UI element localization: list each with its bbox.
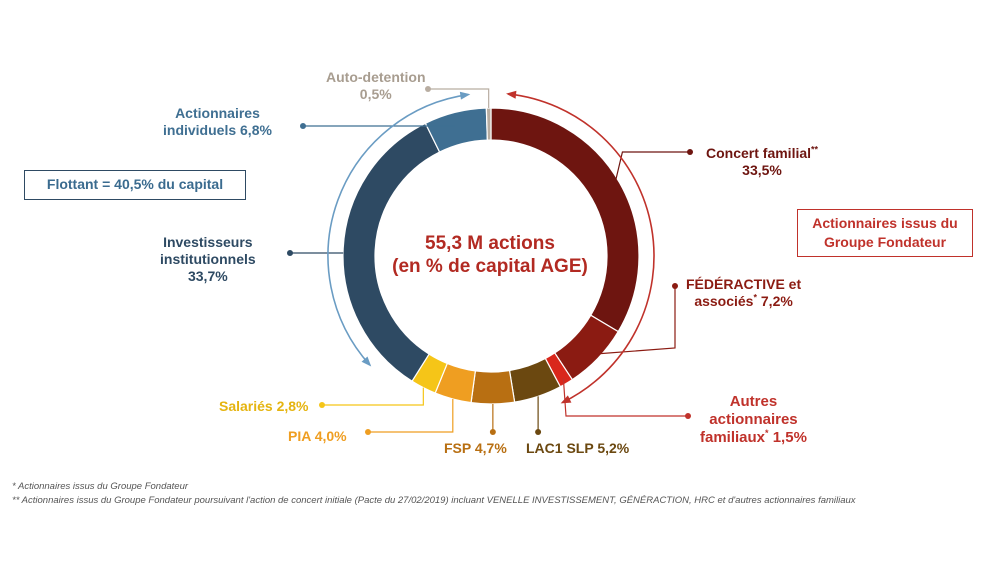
label-investisseurs-institutionnels: Investisseurs institutionnels 33,7% (160, 234, 256, 284)
pia-leader-line (368, 398, 454, 433)
flottant-arrow-head (361, 356, 372, 367)
groupe-fondateur-line1: Actionnaires issus du (812, 215, 958, 231)
individuels-leader-dot (300, 123, 306, 129)
slice-concert-familial (490, 107, 640, 333)
chart-subtitle: (en % de capital AGE) (392, 256, 588, 277)
donut-slices (342, 107, 640, 405)
auto-detention-leader-line (428, 88, 490, 109)
label-pia: PIA 4,0% (288, 428, 347, 444)
lac1-slp-leader-dot (535, 429, 542, 435)
pia-leader-dot (365, 429, 371, 435)
chart-title: 55,3 M actions (425, 233, 555, 254)
chart-center-title: 55,3 M actions (en % de capital AGE) (380, 232, 600, 278)
slice-auto-detention (485, 107, 492, 141)
concert-familial-leader-line (613, 151, 690, 186)
federactive-leader-line (593, 286, 676, 355)
fsp-leader-dot (489, 429, 496, 435)
flottant-arrow-head-start (459, 91, 471, 100)
flottant-bracket-arc (327, 93, 469, 366)
label-salaries: Salariés 2,8% (219, 398, 309, 414)
label-fsp: FSP 4,7% (444, 440, 507, 456)
footnote-2: ** Actionnaires issus du Groupe Fondateu… (12, 495, 856, 506)
flottant-box: Flottant = 40,5% du capital (24, 170, 246, 200)
salaries-leader-dot (319, 402, 325, 408)
federactive-leader-dot (672, 283, 678, 289)
label-actionnaires-individuels: Actionnaires individuels 6,8% (163, 105, 272, 138)
fondateur-bracket-arc (507, 93, 655, 404)
label-federactive: FÉDÉRACTIVE et associés* 7,2% (686, 276, 802, 309)
fondateur-arrow-head-start (506, 90, 517, 99)
label-lac1-slp: LAC1 SLP 5,2% (526, 440, 630, 456)
groupe-fondateur-box: Actionnaires issus du Groupe Fondateur (797, 209, 973, 257)
footnote-1: * Actionnaires issus du Groupe Fondateur (12, 481, 189, 492)
concert-familial-leader-dot (687, 149, 693, 155)
label-auto-detention: Auto-detention 0,5% (326, 69, 426, 102)
label-concert-familial: Concert familial** 33,5% (706, 144, 819, 178)
salaries-leader-line (322, 387, 424, 406)
slice-fsp (470, 369, 516, 405)
auto-detention-leader-dot (425, 86, 431, 92)
fondateur-arrow-head (560, 395, 572, 404)
groupe-fondateur-line2: Groupe Fondateur (823, 234, 947, 250)
leader-lines (287, 86, 693, 435)
bracket-arcs (327, 90, 655, 404)
autres-familiaux-leader-dot (685, 413, 691, 419)
autres-familiaux-leader-line (562, 378, 688, 417)
investisseurs-leader-dot (287, 250, 293, 256)
label-autres-actionnaires-familiaux: Autres actionnaires familiaux* 1,5% (700, 393, 807, 446)
